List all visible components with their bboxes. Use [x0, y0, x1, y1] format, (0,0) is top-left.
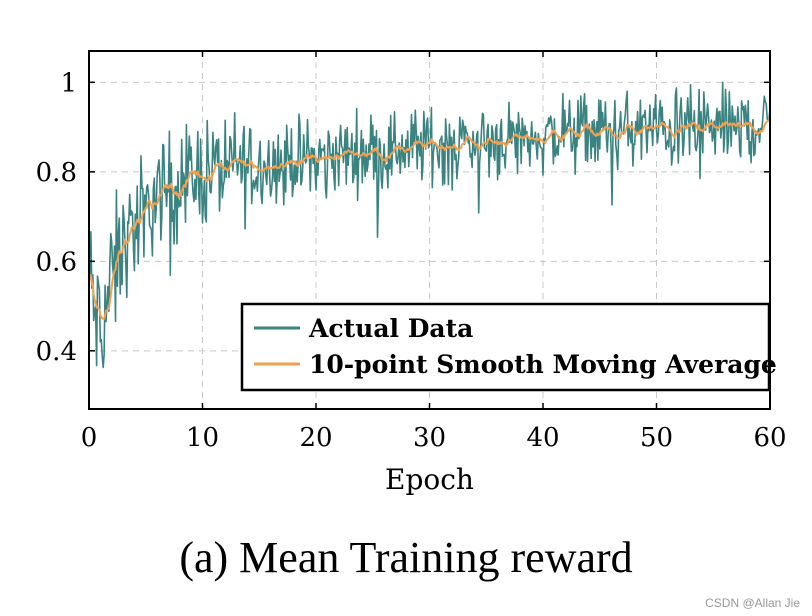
x-tick-label: 10 — [186, 423, 219, 453]
series-line-actual-data — [88, 81, 771, 369]
y-tick-label: 1 — [60, 68, 77, 98]
series-smooth-average — [88, 117, 771, 320]
reward-chart: 0 10 20 30 40 50 60 0.4 0.6 0.8 1 Epoch Actual Da… — [36, 50, 787, 496]
series-actual-data — [88, 81, 771, 369]
x-tick-label: 0 — [81, 423, 98, 453]
legend-label-actual-data: Actual Data — [308, 314, 473, 343]
legend-label-smooth-average: 10-point Smooth Moving Average — [309, 350, 777, 379]
x-tick-label: 20 — [299, 423, 332, 453]
y-tick-label: 0.4 — [36, 337, 77, 367]
x-axis-label: Epoch — [385, 463, 474, 496]
y-axis-ticks: 0.4 0.6 0.8 1 — [36, 68, 770, 367]
x-tick-label: 30 — [413, 423, 446, 453]
legend: Actual Data 10-point Smooth Moving Avera… — [240, 302, 777, 392]
watermark: CSDN @Allan Jie — [705, 596, 800, 610]
figure-caption: (a) Mean Training reward — [179, 533, 633, 582]
x-tick-label: 60 — [753, 423, 786, 453]
x-tick-label: 50 — [640, 423, 673, 453]
legend-box — [240, 302, 771, 392]
series-line-smooth-average — [88, 117, 771, 320]
y-tick-label: 0.8 — [36, 158, 77, 188]
y-tick-label: 0.6 — [36, 247, 77, 277]
x-tick-label: 40 — [526, 423, 559, 453]
x-axis-ticks: 0 10 20 30 40 50 60 — [81, 51, 787, 453]
